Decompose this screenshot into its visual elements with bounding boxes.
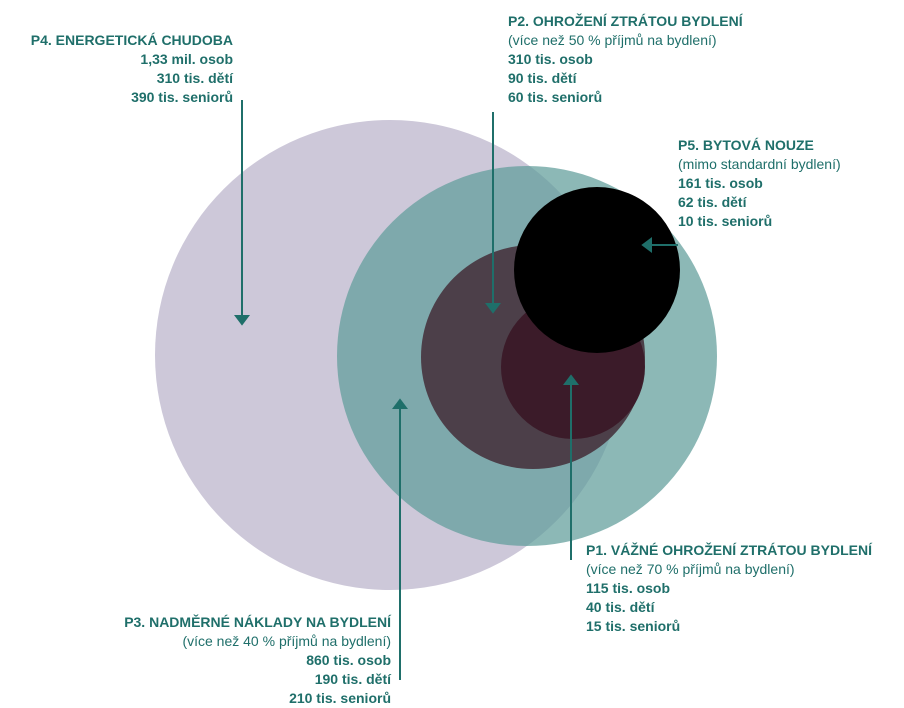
p1-stat-persons: 115 tis. osob — [586, 580, 671, 596]
p1-label: P1. VÁŽNÉ OHROŽENÍ ZTRÁTOU BYDLENÍ (více… — [586, 541, 872, 636]
p1-subtitle: (více než 70 % příjmů na bydlení) — [586, 561, 795, 577]
p3-pointer-arrowhead — [392, 398, 408, 409]
p5-housing-emergency-circle — [514, 187, 680, 353]
p2-stat-seniors: 60 tis. seniorů — [508, 89, 603, 105]
p4-stat-persons: 1,33 mil. osob — [140, 51, 233, 67]
p5-title: P5. BYTOVÁ NOUZE — [678, 137, 814, 153]
p1-stat-seniors: 15 tis. seniorů — [586, 618, 681, 634]
p2-subtitle: (více než 50 % příjmů na bydlení) — [508, 32, 717, 48]
p1-title: P1. VÁŽNÉ OHROŽENÍ ZTRÁTOU BYDLENÍ — [586, 542, 872, 558]
p4-stat-seniors: 390 tis. seniorů — [131, 89, 233, 105]
p2-pointer-arrowhead — [485, 303, 501, 314]
p1-stat-children: 40 tis. dětí — [586, 599, 655, 615]
p1-pointer-arrowhead — [563, 374, 579, 385]
p3-stat-persons: 860 tis. osob — [306, 652, 391, 668]
p4-stat-children: 310 tis. dětí — [156, 70, 233, 86]
p5-stat-seniors: 10 tis. seniorů — [678, 213, 773, 229]
p3-stat-seniors: 210 tis. seniorů — [289, 690, 391, 706]
p2-label: P2. OHROŽENÍ ZTRÁTOU BYDLENÍ (více než 5… — [508, 12, 743, 107]
p5-pointer-arrowhead — [641, 237, 652, 253]
p4-label: P4. ENERGETICKÁ CHUDOBA 1,33 mil. osob 3… — [31, 31, 233, 107]
p5-subtitle: (mimo standardní bydlení) — [678, 156, 841, 172]
p4-pointer-arrowhead — [234, 315, 250, 326]
p2-stat-persons: 310 tis. osob — [508, 51, 593, 67]
p5-stat-persons: 161 tis. osob — [678, 175, 763, 191]
p3-stat-children: 190 tis. dětí — [314, 671, 391, 687]
p4-title: P4. ENERGETICKÁ CHUDOBA — [30, 32, 233, 48]
p3-subtitle: (více než 40 % příjmů na bydlení) — [182, 633, 391, 649]
p5-stat-children: 62 tis. dětí — [678, 194, 747, 210]
p3-label: P3. NADMĚRNÉ NÁKLADY NA BYDLENÍ (více ne… — [124, 613, 391, 708]
p2-title: P2. OHROŽENÍ ZTRÁTOU BYDLENÍ — [508, 13, 743, 29]
p3-title: P3. NADMĚRNÉ NÁKLADY NA BYDLENÍ — [124, 614, 391, 630]
p2-stat-children: 90 tis. dětí — [508, 70, 577, 86]
p5-label: P5. BYTOVÁ NOUZE (mimo standardní bydlen… — [678, 136, 841, 231]
